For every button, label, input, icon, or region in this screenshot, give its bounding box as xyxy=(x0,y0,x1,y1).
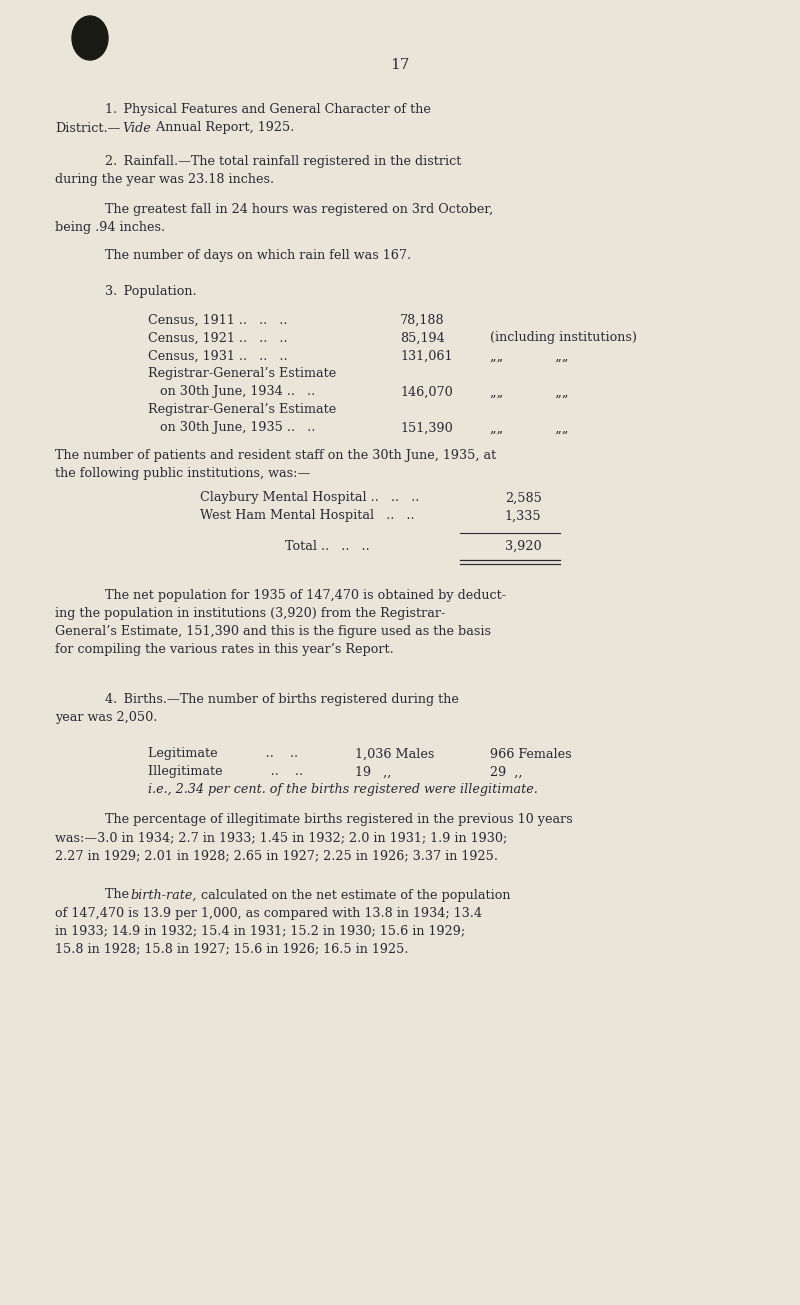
Text: being .94 inches.: being .94 inches. xyxy=(55,222,165,235)
Text: „„             „„: „„ „„ xyxy=(490,385,569,398)
Text: 151,390: 151,390 xyxy=(400,422,453,435)
Text: The number of days on which rain fell was 167.: The number of days on which rain fell wa… xyxy=(105,249,411,262)
Text: 15.8 in 1928; 15.8 in 1927; 15.6 in 1926; 16.5 in 1925.: 15.8 in 1928; 15.8 in 1927; 15.6 in 1926… xyxy=(55,942,409,955)
Text: 1,335: 1,335 xyxy=(505,509,542,522)
Text: The number of patients and resident staff on the 30th June, 1935, at: The number of patients and resident staf… xyxy=(55,449,496,462)
Text: Annual Report, 1925.: Annual Report, 1925. xyxy=(152,121,294,134)
Text: 78,188: 78,188 xyxy=(400,313,445,326)
Text: year was 2,050.: year was 2,050. xyxy=(55,711,158,724)
Text: The net population for 1935 of 147,470 is obtained by deduct-: The net population for 1935 of 147,470 i… xyxy=(105,589,506,602)
Text: 1. Physical Features and General Character of the: 1. Physical Features and General Charact… xyxy=(105,103,431,116)
Text: 966 Females: 966 Females xyxy=(490,748,572,761)
Text: Registrar-General’s Estimate: Registrar-General’s Estimate xyxy=(148,403,336,416)
Text: 3,920: 3,920 xyxy=(505,539,542,552)
Text: during the year was 23.18 inches.: during the year was 23.18 inches. xyxy=(55,174,274,187)
Text: West Ham Mental Hospital   ..   ..: West Ham Mental Hospital .. .. xyxy=(200,509,414,522)
Text: i.e., 2.34 per cent. of the births registered were illegitimate.: i.e., 2.34 per cent. of the births regis… xyxy=(148,783,538,796)
Text: 85,194: 85,194 xyxy=(400,331,445,345)
Ellipse shape xyxy=(72,16,108,60)
Text: The: The xyxy=(105,889,133,902)
Text: on 30th June, 1935 ..   ..: on 30th June, 1935 .. .. xyxy=(148,422,315,435)
Text: calculated on the net estimate of the population: calculated on the net estimate of the po… xyxy=(197,889,510,902)
Text: on 30th June, 1934 ..   ..: on 30th June, 1934 .. .. xyxy=(148,385,315,398)
Text: was:—3.0 in 1934; 2.7 in 1933; 1.45 in 1932; 2.0 in 1931; 1.9 in 1930;: was:—3.0 in 1934; 2.7 in 1933; 1.45 in 1… xyxy=(55,831,507,844)
Text: Illegitimate            ..    ..: Illegitimate .. .. xyxy=(148,766,303,779)
Text: Registrar-General’s Estimate: Registrar-General’s Estimate xyxy=(148,368,336,381)
Text: in 1933; 14.9 in 1932; 15.4 in 1931; 15.2 in 1930; 15.6 in 1929;: in 1933; 14.9 in 1932; 15.4 in 1931; 15.… xyxy=(55,924,465,937)
Text: for compiling the various rates in this year’s Report.: for compiling the various rates in this … xyxy=(55,642,394,655)
Text: Census, 1911 ..   ..   ..: Census, 1911 .. .. .. xyxy=(148,313,287,326)
Text: birth-rate,: birth-rate, xyxy=(130,889,196,902)
Text: Vide: Vide xyxy=(122,121,150,134)
Text: Census, 1931 ..   ..   ..: Census, 1931 .. .. .. xyxy=(148,350,288,363)
Text: 19   ,,: 19 ,, xyxy=(355,766,391,779)
Text: 1,036 Males: 1,036 Males xyxy=(355,748,434,761)
Text: 4. Births.—The number of births registered during the: 4. Births.—The number of births register… xyxy=(105,693,459,706)
Text: ing the population in institutions (3,920) from the Registrar-: ing the population in institutions (3,92… xyxy=(55,607,446,620)
Text: 3. Population.: 3. Population. xyxy=(105,286,197,299)
Text: „„             „„: „„ „„ xyxy=(490,350,569,363)
Text: 29  ,,: 29 ,, xyxy=(490,766,522,779)
Text: the following public institutions, was:—: the following public institutions, was:— xyxy=(55,466,310,479)
Text: 2. Rainfall.—The total rainfall registered in the district: 2. Rainfall.—The total rainfall register… xyxy=(105,155,462,168)
Text: of 147,470 is 13.9 per 1,000, as compared with 13.8 in 1934; 13.4: of 147,470 is 13.9 per 1,000, as compare… xyxy=(55,907,482,920)
Text: 17: 17 xyxy=(390,57,410,72)
Text: 146,070: 146,070 xyxy=(400,385,453,398)
Text: Total ..   ..   ..: Total .. .. .. xyxy=(285,539,370,552)
Text: „„             „„: „„ „„ xyxy=(490,422,569,435)
Text: Legitimate            ..    ..: Legitimate .. .. xyxy=(148,748,298,761)
Text: Census, 1921 ..   ..   ..: Census, 1921 .. .. .. xyxy=(148,331,288,345)
Text: 2.27 in 1929; 2.01 in 1928; 2.65 in 1927; 2.25 in 1926; 3.37 in 1925.: 2.27 in 1929; 2.01 in 1928; 2.65 in 1927… xyxy=(55,850,498,863)
Text: The greatest fall in 24 hours was registered on 3rd October,: The greatest fall in 24 hours was regist… xyxy=(105,204,494,217)
Text: Claybury Mental Hospital ..   ..   ..: Claybury Mental Hospital .. .. .. xyxy=(200,492,419,505)
Text: The percentage of illegitimate births registered in the previous 10 years: The percentage of illegitimate births re… xyxy=(105,813,573,826)
Text: General’s Estimate, 151,390 and this is the figure used as the basis: General’s Estimate, 151,390 and this is … xyxy=(55,625,491,638)
Text: (including institutions): (including institutions) xyxy=(490,331,637,345)
Text: District.—: District.— xyxy=(55,121,120,134)
Text: 131,061: 131,061 xyxy=(400,350,453,363)
Text: 2,585: 2,585 xyxy=(505,492,542,505)
